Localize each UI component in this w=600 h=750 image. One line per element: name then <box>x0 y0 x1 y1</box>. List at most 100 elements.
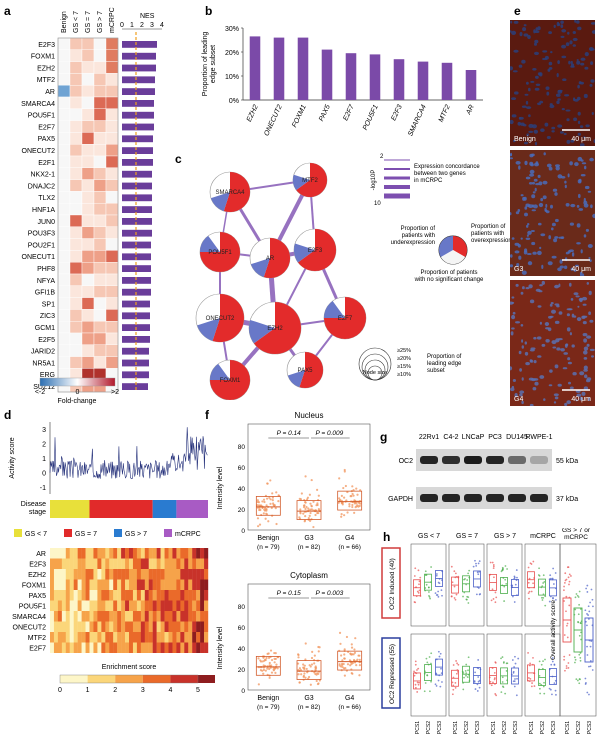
data-point <box>435 594 438 596</box>
nucleus-dot <box>539 246 542 250</box>
heatmap-cell <box>69 285 83 298</box>
data-point <box>551 657 554 659</box>
heatmap-cell <box>105 202 119 216</box>
data-point <box>550 663 553 666</box>
nucleus-dot <box>576 317 582 322</box>
enrichment-cell <box>89 558 94 569</box>
nucleus-dot <box>529 299 535 304</box>
data-point <box>462 595 464 598</box>
data-point <box>466 579 469 581</box>
enrichment-cell <box>61 590 66 601</box>
enrichment-cell <box>192 600 197 611</box>
nucleus-dot <box>510 157 513 160</box>
data-point <box>430 652 433 655</box>
enrichment-tick: 3 <box>141 687 145 694</box>
enrichment-cell <box>73 642 78 653</box>
enrichment-cell <box>57 632 63 643</box>
panel-label-f: f <box>205 408 209 422</box>
nucleus-dot <box>589 259 592 262</box>
nucleus-dot <box>528 130 534 133</box>
data-point <box>531 682 533 684</box>
data-point <box>538 660 541 663</box>
enrichment-cell <box>180 600 185 611</box>
data-point <box>542 593 545 596</box>
nucleus-dot <box>525 237 531 240</box>
heatmap-cell <box>69 120 83 133</box>
data-point <box>555 693 557 696</box>
data-point <box>262 672 265 675</box>
heatmap-cell <box>105 49 119 62</box>
enrichment-cell <box>156 579 161 590</box>
data-point <box>430 680 432 683</box>
enrichment-cell <box>188 642 193 653</box>
enrichment-cell <box>192 611 197 622</box>
data-point <box>575 678 578 681</box>
nes-bar <box>122 206 152 213</box>
enrichment-cell <box>144 600 149 611</box>
nucleus-dot <box>511 237 515 240</box>
enrichment-cell <box>188 579 193 590</box>
data-point <box>355 487 358 490</box>
data-point <box>344 484 347 488</box>
data-point <box>530 590 533 593</box>
data-point <box>464 670 467 672</box>
enrichment-cell <box>113 600 118 611</box>
chart-title: Cytoplasm <box>290 571 328 580</box>
heatmap-cell <box>81 226 95 239</box>
nucleus-dot <box>577 111 581 116</box>
enrichment-cell <box>144 590 149 601</box>
enrichment-cell <box>81 632 86 643</box>
enrichment-cell <box>117 548 122 559</box>
nucleus-dot <box>530 80 535 83</box>
nes-bar <box>122 52 156 60</box>
enrichment-cell <box>81 621 86 632</box>
data-point <box>314 666 317 669</box>
panel-label-a: a <box>4 4 11 18</box>
data-point <box>308 675 311 679</box>
network-node: FOXM1 <box>209 359 251 400</box>
nucleus-dot <box>513 20 519 24</box>
enrichment-cell <box>196 642 201 653</box>
nucleus-dot <box>513 139 516 143</box>
data-point <box>451 681 454 684</box>
enrichment-cell <box>164 569 169 580</box>
enrichment-cell <box>105 600 110 611</box>
nucleus-dot <box>582 333 588 337</box>
enrichment-cell <box>65 579 70 590</box>
heatmap-cell <box>69 332 83 346</box>
data-point <box>341 659 344 662</box>
enrichment-cell <box>85 632 90 643</box>
enrichment-cell <box>69 611 74 622</box>
data-point <box>565 665 568 667</box>
nucleus-dot <box>592 213 595 219</box>
data-point <box>584 677 587 680</box>
gene-label: ZIC3 <box>40 313 55 320</box>
nucleus-dot <box>564 184 567 189</box>
data-point <box>450 565 453 568</box>
enrichment-gene-label: PAX5 <box>29 593 46 600</box>
nucleus-dot <box>545 86 550 90</box>
data-point <box>453 597 456 599</box>
data-point <box>589 601 591 604</box>
network-node: EZH2 <box>248 301 302 355</box>
data-point <box>491 588 494 591</box>
enrichment-cell <box>53 632 59 643</box>
node-underexpression-slice <box>197 318 220 341</box>
enrichment-cell <box>168 611 173 622</box>
data-point <box>494 591 497 594</box>
data-point <box>580 638 582 641</box>
data-point <box>592 605 594 608</box>
heatmap-cell <box>81 155 95 169</box>
panel-label-b: b <box>205 4 213 18</box>
gene-label: POU5F1 <box>28 113 55 120</box>
enrichment-cell <box>184 642 189 653</box>
enrichment-cell <box>160 642 165 653</box>
nucleus-dot <box>526 253 532 255</box>
data-point <box>310 478 313 482</box>
nucleus-dot <box>586 335 592 339</box>
enrichment-cell <box>180 548 185 559</box>
plot-frame <box>247 423 371 531</box>
data-point <box>585 682 587 684</box>
nucleus-dot <box>512 311 516 315</box>
heatmap-cell <box>105 37 119 51</box>
